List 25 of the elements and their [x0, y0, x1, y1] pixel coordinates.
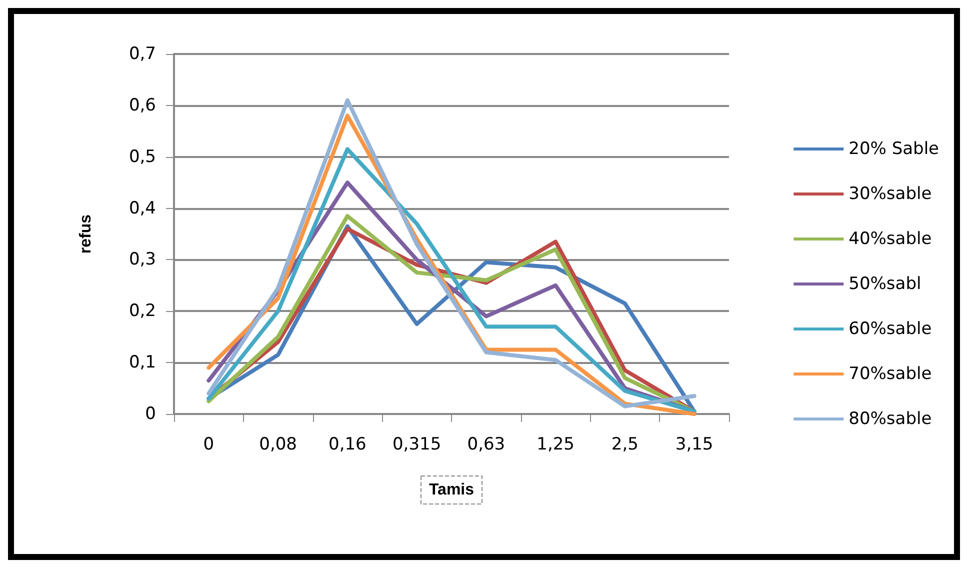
x-tick-label: 1,25 — [536, 434, 574, 454]
y-tick-label: 0,1 — [128, 352, 156, 373]
x-tick-label: 2,5 — [611, 434, 638, 454]
y-tick-label: 0,2 — [128, 301, 156, 322]
y-axis-title: refus — [78, 214, 94, 254]
y-tick-label: 0,7 — [128, 44, 156, 64]
y-tick-label: 0,3 — [128, 250, 156, 270]
legend-label: 40%sable — [848, 229, 932, 249]
legend-label: 20% Sable — [848, 139, 940, 159]
y-tick-label: 0,4 — [128, 198, 156, 218]
x-tick-label: 0,16 — [328, 434, 366, 454]
legend-label: 50%sabl — [848, 274, 922, 294]
legend-label: 30%sable — [848, 184, 932, 204]
x-tick-label: 0,63 — [467, 434, 506, 454]
x-axis-title: Tamis — [428, 482, 474, 498]
y-tick-label: 0 — [145, 404, 156, 424]
x-tick-label: 0,08 — [259, 434, 297, 454]
y-tick-label: 0,6 — [128, 95, 156, 116]
x-tick-label: 0 — [203, 434, 214, 454]
legend-label: 60%sable — [848, 319, 932, 339]
x-tick-label: 0,315 — [392, 434, 442, 454]
y-tick-label: 0,5 — [128, 146, 156, 167]
x-tick-label: 3,15 — [675, 434, 714, 454]
legend-label: 80%sable — [848, 409, 932, 429]
legend-label: 70%sable — [848, 364, 932, 384]
